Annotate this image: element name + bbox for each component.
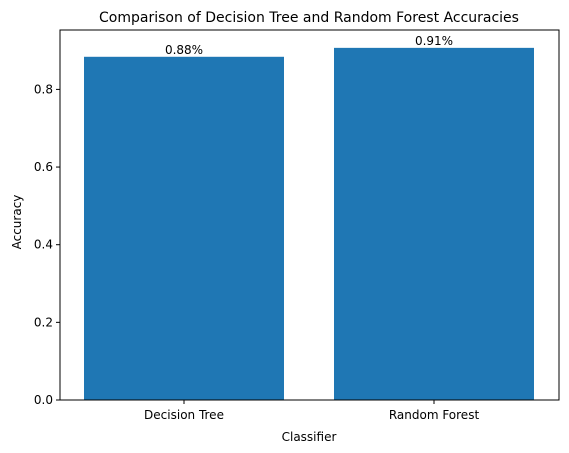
bar [334,47,534,401]
x-axis-title: Classifier [282,430,337,444]
bar-data-label: 0.91% [415,34,453,48]
y-tick-label: 0.2 [34,315,53,329]
bar [84,56,284,400]
x-tick-label: Decision Tree [144,408,224,422]
y-tick-label: 0.8 [34,82,53,96]
chart-title: Comparison of Decision Tree and Random F… [99,10,519,26]
y-tick-label: 0.0 [34,393,53,407]
plot-area: 0.88% Decision Tree 0.91% Random Forest 0.0 0… [34,29,560,422]
y-tick-label: 0.4 [34,238,53,252]
x-tick-label: Random Forest [389,408,480,422]
bar-data-label: 0.88% [165,43,203,57]
y-tick-label: 0.6 [34,160,53,174]
y-axis-title: Accuracy [10,195,24,250]
axes-frame [59,29,560,401]
